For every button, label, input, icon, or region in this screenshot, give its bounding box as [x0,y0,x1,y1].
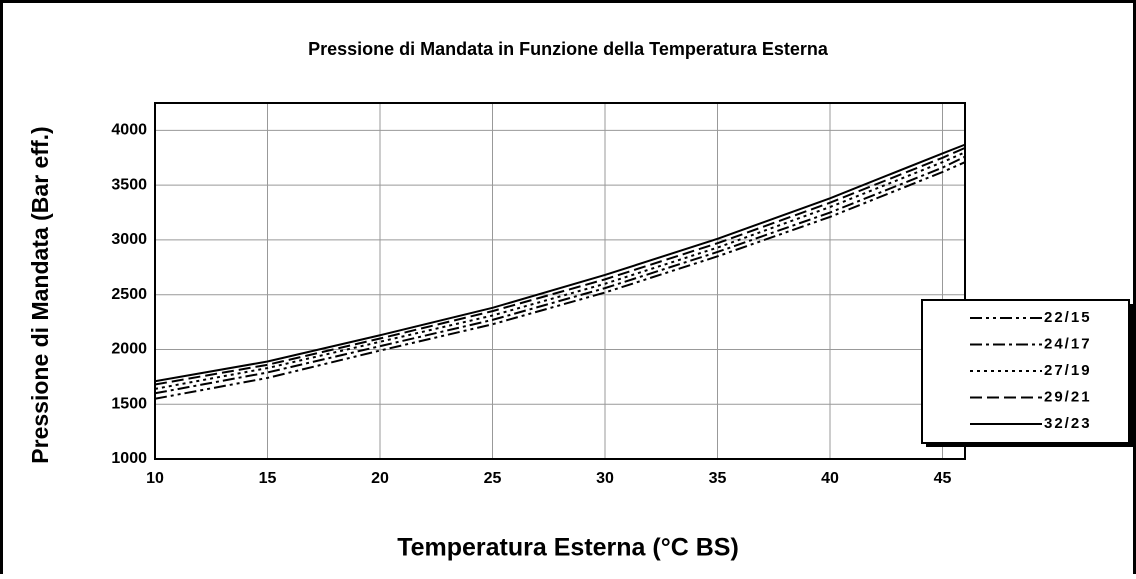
series-line [154,143,966,383]
x-tick-label: 35 [709,470,727,487]
x-tick-label: 10 [146,470,164,487]
x-tick-label: 45 [934,470,952,487]
y-tick-label: 4000 [111,122,147,139]
plot-area [154,102,966,460]
chart-title: Pressione di Mandata in Funzione della T… [308,39,829,59]
y-tick-label: 2500 [111,286,147,303]
y-tick-label: 3000 [111,231,147,248]
y-tick-label: 1000 [111,450,147,467]
series-line [154,161,966,400]
series-line [154,155,966,395]
y-tick-label: 2000 [111,341,147,358]
x-axis-label: Temperatura Esterna (°C BS) [397,534,739,562]
legend-label: 29/21 [1044,388,1092,405]
x-tick-label: 25 [484,470,502,487]
legend-label: 32/23 [1044,415,1092,432]
legend-label: 22/15 [1044,309,1092,326]
y-tick-label: 3500 [111,176,147,193]
legend-label: 24/17 [1044,335,1092,352]
y-tick-label: 1500 [111,395,147,412]
legend-label: 27/19 [1044,362,1092,379]
x-tick-label: 30 [596,470,614,487]
x-tick-label: 40 [821,470,839,487]
series-line [154,146,966,386]
legend [921,299,1130,444]
x-tick-label: 20 [371,470,389,487]
x-tick-label: 15 [259,470,277,487]
y-axis-label: Pressione di Mandata (Bar eff.) [27,126,53,463]
series-line [154,151,966,390]
